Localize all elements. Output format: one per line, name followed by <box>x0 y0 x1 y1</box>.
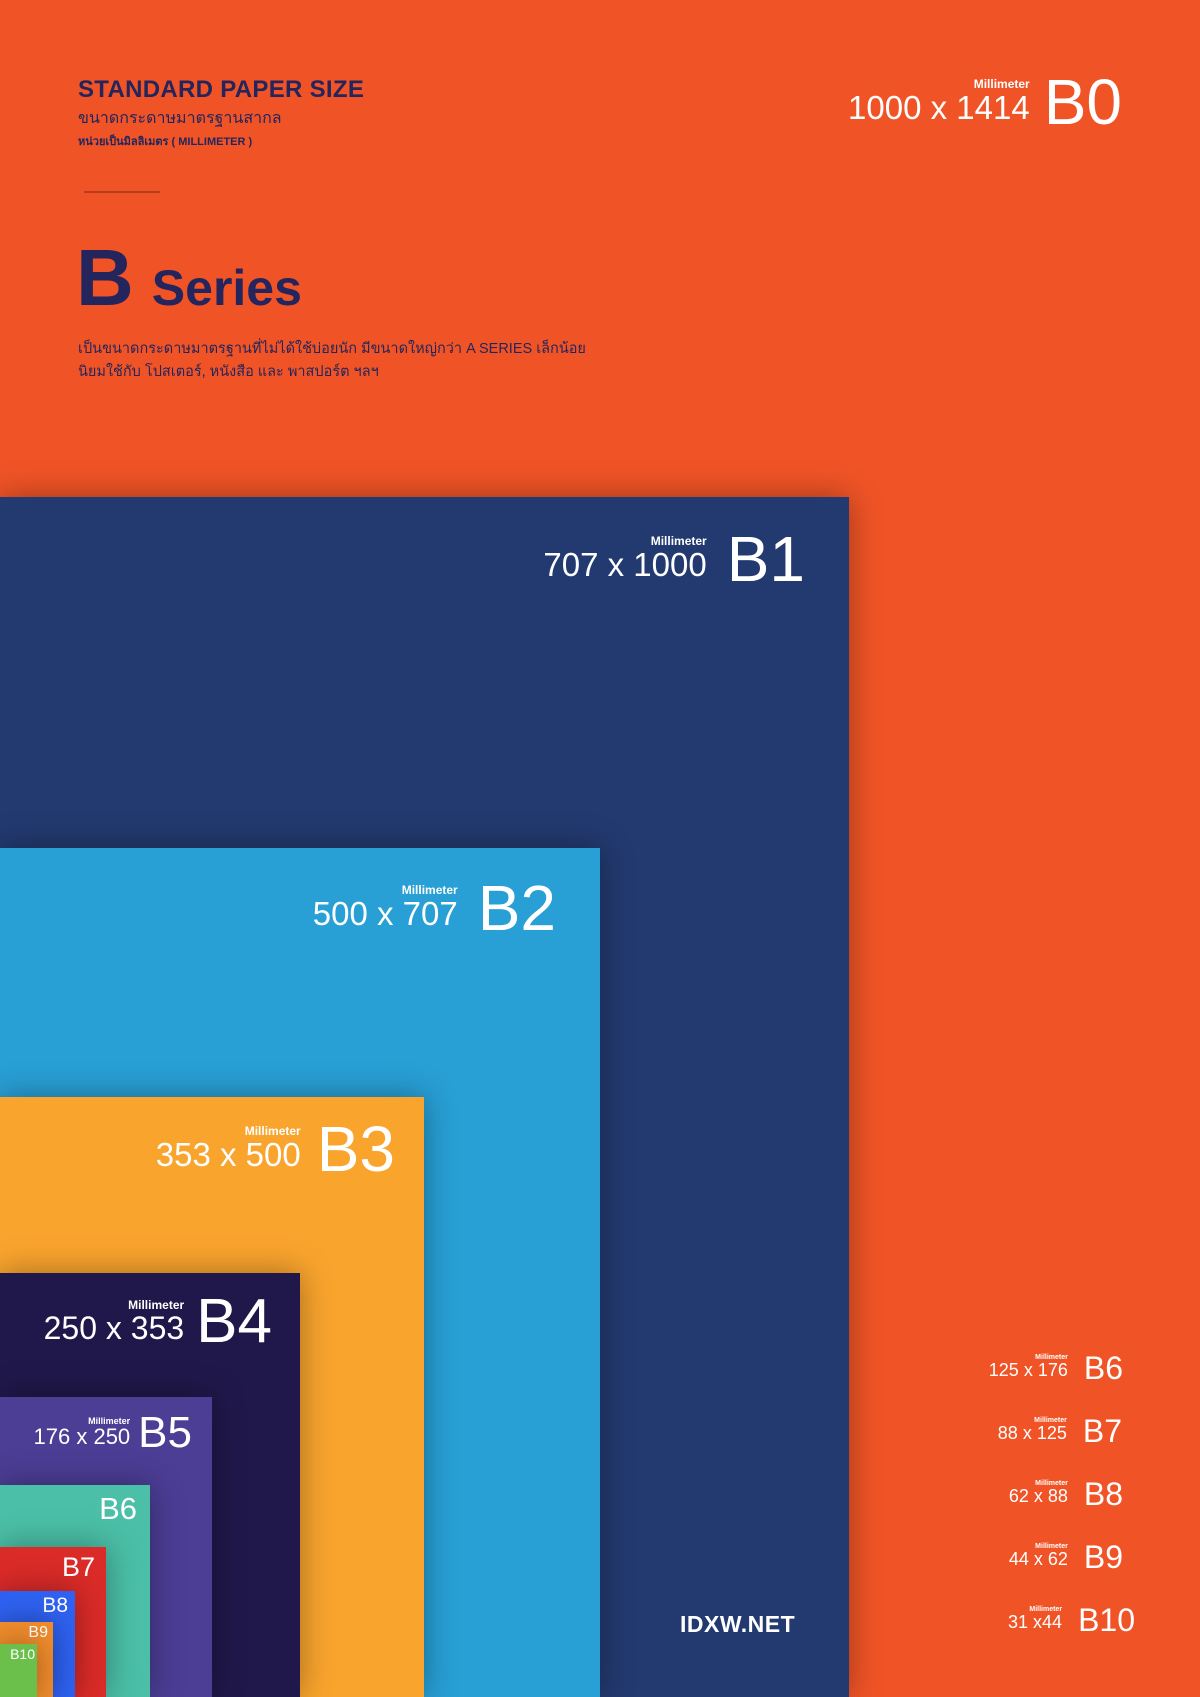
size-dims: 88 x 125 <box>997 1423 1067 1443</box>
size-dims: 125 x 176 <box>988 1360 1068 1380</box>
size-code: B3 <box>316 1113 395 1185</box>
description-line: เป็นขนาดกระดาษมาตรฐานที่ไม่ได้ใช้บ่อยนัก… <box>78 341 586 357</box>
size-label-b10: Millimeter 31 x44 B10 <box>1008 1601 1135 1638</box>
unit-label: Millimeter <box>1035 1354 1068 1361</box>
unit-label: Millimeter <box>973 77 1030 92</box>
size-dims: 250 x 353 <box>43 1309 185 1346</box>
size-label-b1: Millimeter 707 x 1000 B1 <box>543 523 805 595</box>
series-description: เป็นขนาดกระดาษมาตรฐานที่ไม่ได้ใช้บ่อยนัก… <box>78 338 586 384</box>
size-dims: 44 x 62 <box>1008 1549 1068 1569</box>
divider <box>84 191 160 193</box>
description-line: นิยมใช้กับ โปสเตอร์, หนังสือ และ พาสปอร์… <box>78 364 379 380</box>
series-word: Series <box>151 260 302 316</box>
size-code: B1 <box>726 523 805 595</box>
size-code: B5 <box>138 1408 192 1457</box>
size-label-b2: Millimeter 500 x 707 B2 <box>312 872 556 944</box>
size-code: B4 <box>196 1287 272 1356</box>
unit-label: Millimeter <box>128 1297 185 1312</box>
brand-watermark: IDXW.NET <box>680 1611 796 1637</box>
unit-label: Millimeter <box>1029 1606 1063 1613</box>
unit-label: Millimeter <box>401 883 458 898</box>
size-code: B6 <box>99 1491 137 1526</box>
size-label-b9: Millimeter 44 x 62 B9 <box>1008 1538 1123 1575</box>
size-dims: 176 x 250 <box>33 1424 131 1450</box>
unit-label: Millimeter <box>650 534 707 549</box>
size-code: B10 <box>1078 1601 1135 1638</box>
series-letter: B <box>76 233 134 322</box>
size-label-b6: Millimeter 125 x 176 B6 <box>988 1349 1123 1386</box>
series-heading: B Series <box>76 238 302 318</box>
page-subtitle: ขนาดกระดาษมาตรฐานสากล <box>78 110 282 127</box>
size-code: B7 <box>61 1552 95 1582</box>
size-dims: 353 x 500 <box>155 1136 301 1174</box>
unit-note: หน่วยเป็นมิลลิเมตร ( MILLIMETER ) <box>78 136 253 148</box>
size-code: B8 <box>42 1594 68 1617</box>
paper-b10: B10 <box>0 1644 37 1697</box>
unit-label: Millimeter <box>1034 1417 1067 1424</box>
size-label-b8: Millimeter 62 x 88 B8 <box>1008 1475 1123 1512</box>
size-dims: 500 x 707 <box>312 895 458 933</box>
size-code: B7 <box>1082 1412 1122 1449</box>
size-label-b7: Millimeter 88 x 125 B7 <box>997 1412 1122 1449</box>
size-dims: 707 x 1000 <box>543 546 707 584</box>
page-title: STANDARD PAPER SIZE <box>78 76 365 103</box>
size-label-b5: Millimeter 176 x 250 B5 <box>33 1408 192 1457</box>
size-label-b3: Millimeter 353 x 500 B3 <box>155 1113 395 1185</box>
unit-label: Millimeter <box>1035 1543 1068 1550</box>
unit-label: Millimeter <box>88 1416 131 1427</box>
unit-label: Millimeter <box>1035 1480 1068 1487</box>
size-label-b4: Millimeter 250 x 353 B4 <box>43 1287 272 1356</box>
size-dims: 1000 x 1414 <box>848 89 1030 127</box>
size-code: B6 <box>1083 1349 1123 1386</box>
size-dims: 31 x44 <box>1008 1612 1063 1632</box>
size-dims: 62 x 88 <box>1008 1486 1068 1506</box>
size-code: B10 <box>10 1646 35 1662</box>
size-code: B2 <box>477 872 556 944</box>
size-code: B9 <box>1083 1538 1123 1575</box>
size-code: B8 <box>1083 1475 1123 1512</box>
size-label-b0: Millimeter 1000 x 1414 B0 <box>848 66 1122 138</box>
unit-label: Millimeter <box>244 1124 301 1139</box>
size-code: B9 <box>28 1624 48 1641</box>
size-code: B0 <box>1043 66 1122 138</box>
